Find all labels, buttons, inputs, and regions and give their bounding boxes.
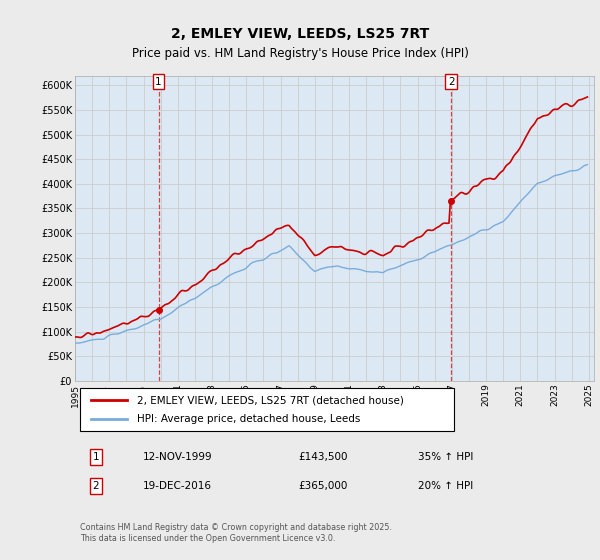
Text: 2, EMLEY VIEW, LEEDS, LS25 7RT (detached house): 2, EMLEY VIEW, LEEDS, LS25 7RT (detached… (137, 395, 404, 405)
Text: 1: 1 (155, 77, 162, 86)
FancyBboxPatch shape (80, 388, 454, 431)
Text: £143,500: £143,500 (298, 452, 347, 463)
Text: 2: 2 (448, 77, 454, 86)
Text: HPI: Average price, detached house, Leeds: HPI: Average price, detached house, Leed… (137, 414, 361, 424)
Text: 2: 2 (92, 481, 99, 491)
Text: 19-DEC-2016: 19-DEC-2016 (142, 481, 211, 491)
Text: 12-NOV-1999: 12-NOV-1999 (142, 452, 212, 463)
Text: Price paid vs. HM Land Registry's House Price Index (HPI): Price paid vs. HM Land Registry's House … (131, 46, 469, 60)
Text: 1: 1 (92, 452, 99, 463)
Text: £365,000: £365,000 (298, 481, 347, 491)
Text: 35% ↑ HPI: 35% ↑ HPI (418, 452, 473, 463)
Text: 2, EMLEY VIEW, LEEDS, LS25 7RT: 2, EMLEY VIEW, LEEDS, LS25 7RT (171, 27, 429, 41)
Text: Contains HM Land Registry data © Crown copyright and database right 2025.
This d: Contains HM Land Registry data © Crown c… (80, 524, 392, 543)
Text: 20% ↑ HPI: 20% ↑ HPI (418, 481, 473, 491)
